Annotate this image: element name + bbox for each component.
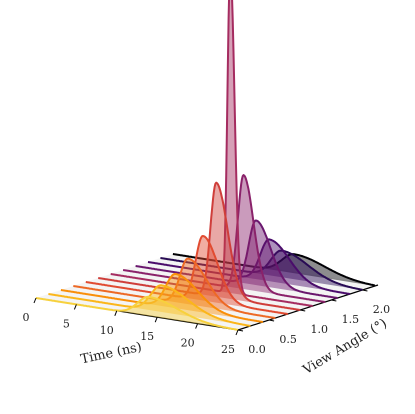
series-fill [148, 239, 350, 294]
x-tick-mark [154, 317, 158, 323]
x-tick-mark [33, 297, 37, 304]
series-curve [60, 273, 264, 323]
y-tick-mark [237, 329, 244, 332]
x-tick-label: 0 [23, 311, 30, 324]
y-tick-label: 0.0 [248, 343, 266, 356]
series-curve [122, 174, 326, 303]
series-line [35, 295, 239, 331]
y-tick-mark [269, 319, 275, 322]
chart-series [35, 0, 376, 331]
series-line [85, 235, 288, 315]
x-tick-label: 10 [100, 324, 114, 337]
x-tick-label: 5 [63, 317, 70, 330]
y-tick-mark [300, 309, 306, 312]
x-tick-mark [114, 310, 118, 316]
y-tick-mark [331, 299, 337, 302]
series-fill [36, 296, 238, 330]
x-axis-ticks: 0 5 10 15 20 25 [23, 297, 239, 356]
series-curve [85, 235, 288, 315]
series-fill [48, 285, 251, 326]
series-fill [60, 274, 263, 322]
y-tick-label: 0.5 [279, 333, 297, 346]
series-line [172, 253, 376, 287]
series-curve [35, 295, 239, 331]
y-tick-label: 2.0 [373, 303, 391, 316]
x-tick-mark [73, 304, 77, 310]
series-line [60, 273, 264, 323]
y-tick-mark [362, 289, 368, 292]
y-axis-ticks: 0.0 0.5 1.0 1.5 2.0 [237, 289, 391, 356]
x-axis-label: Time (ns) [79, 340, 143, 368]
series-line [122, 174, 326, 303]
y-tick-label: 1.5 [342, 313, 360, 326]
x-tick-label: 15 [140, 330, 154, 343]
x-tick-label: 25 [221, 343, 235, 356]
x-tick-mark [195, 323, 199, 329]
x-tick-label: 20 [181, 337, 195, 350]
y-tick-label: 1.0 [310, 323, 328, 336]
x-tick-mark [235, 329, 239, 336]
